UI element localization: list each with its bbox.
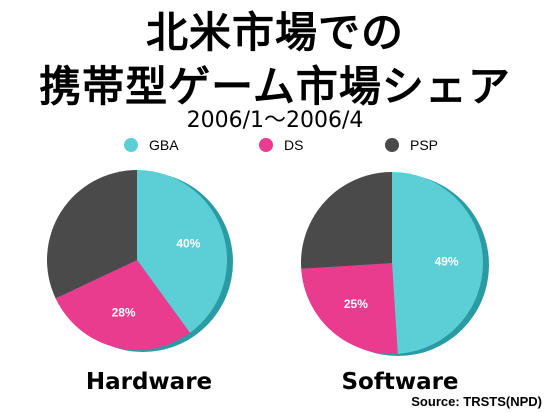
pie-hardware: 40% 28% bbox=[47, 170, 233, 352]
pie-label-hardware-gba: 40% bbox=[176, 236, 200, 250]
legend-swatch-gba bbox=[124, 138, 138, 152]
pie-label-hardware-ds: 28% bbox=[112, 305, 136, 319]
chart-label-software: Software bbox=[341, 369, 459, 395]
source-note: Source: TRSTS(NPD) bbox=[411, 394, 542, 409]
legend-item-ds: DS bbox=[259, 137, 303, 153]
chart-subtitle: 2006/1～2006/4 bbox=[186, 108, 364, 133]
legend-label-gba: GBA bbox=[149, 137, 179, 153]
pie-software: 49% 25% bbox=[301, 172, 489, 356]
legend-swatch-psp bbox=[385, 138, 399, 152]
legend-swatch-ds bbox=[259, 138, 273, 152]
legend-label-psp: PSP bbox=[410, 137, 439, 153]
legend-item-psp: PSP bbox=[385, 137, 438, 153]
pie-label-software-ds: 25% bbox=[344, 297, 368, 311]
legend-item-gba: GBA bbox=[124, 137, 179, 153]
chart-title-line2: 携帯型ゲーム市場シェア bbox=[39, 62, 511, 111]
pie-slice-software-gba bbox=[392, 172, 483, 354]
pie-label-software-gba: 49% bbox=[435, 254, 459, 268]
pie-slice-software-psp bbox=[301, 172, 392, 269]
pie-slice-hardware-psp bbox=[47, 170, 137, 299]
chart-title-line1: 北米市場での bbox=[145, 8, 404, 57]
pie-slice-hardware-gba bbox=[137, 170, 227, 333]
legend-label-ds: DS bbox=[284, 137, 304, 153]
legend: GBA DS PSP bbox=[0, 137, 550, 157]
pie-slice-software-ds bbox=[301, 263, 398, 354]
chart-label-hardware: Hardware bbox=[85, 369, 213, 395]
pie-slice-hardware-ds bbox=[55, 260, 190, 350]
